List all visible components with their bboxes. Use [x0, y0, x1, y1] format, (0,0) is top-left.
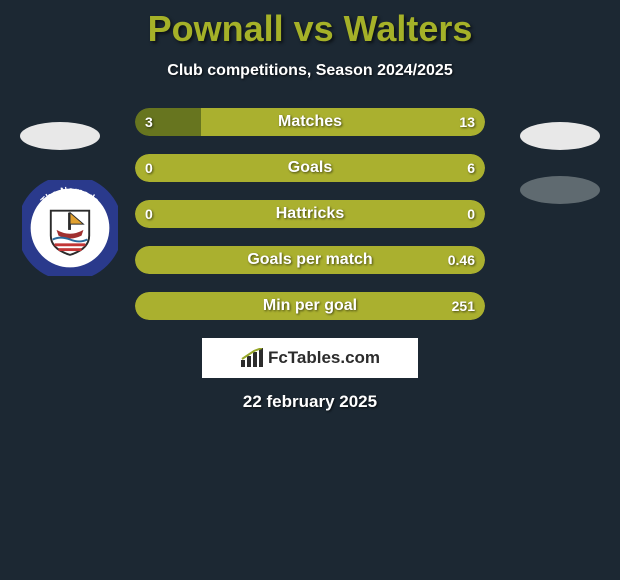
stat-row: Goals per match0.46	[135, 246, 485, 274]
stat-value-left: 3	[145, 108, 153, 136]
stat-row: Goals0 6	[135, 154, 485, 182]
date-label: 22 february 2025	[0, 392, 620, 412]
comparison-infographic: Pownall vs Walters Club competitions, Se…	[0, 0, 620, 580]
stat-label: Hattricks	[135, 200, 485, 228]
stat-label: Goals	[135, 154, 485, 182]
fctables-label: FcTables.com	[268, 348, 380, 368]
stat-value-right: 6	[467, 154, 475, 182]
stat-value-left: 0	[145, 154, 153, 182]
stat-row: Hattricks0 0	[135, 200, 485, 228]
stat-value-right: 0	[467, 200, 475, 228]
stat-value-right: 251	[452, 292, 475, 320]
stat-value-right: 13	[459, 108, 475, 136]
stat-label: Min per goal	[135, 292, 485, 320]
stat-value-left: 0	[145, 200, 153, 228]
fctables-bars-icon	[240, 348, 264, 368]
player-left-placeholder-icon	[20, 122, 100, 150]
stat-label: Matches	[135, 108, 485, 136]
player-right-placeholder-icon	[520, 122, 600, 150]
stat-value-right: 0.46	[448, 246, 475, 274]
stat-label: Goals per match	[135, 246, 485, 274]
stat-row: Min per goal251	[135, 292, 485, 320]
club-right-placeholder-icon	[520, 176, 600, 204]
stat-row: Matches3 13	[135, 108, 485, 136]
fctables-watermark: FcTables.com	[202, 338, 418, 378]
page-title: Pownall vs Walters	[0, 8, 620, 50]
page-subtitle: Club competitions, Season 2024/2025	[0, 62, 620, 80]
club-badge-icon: The Nomads	[22, 180, 118, 276]
